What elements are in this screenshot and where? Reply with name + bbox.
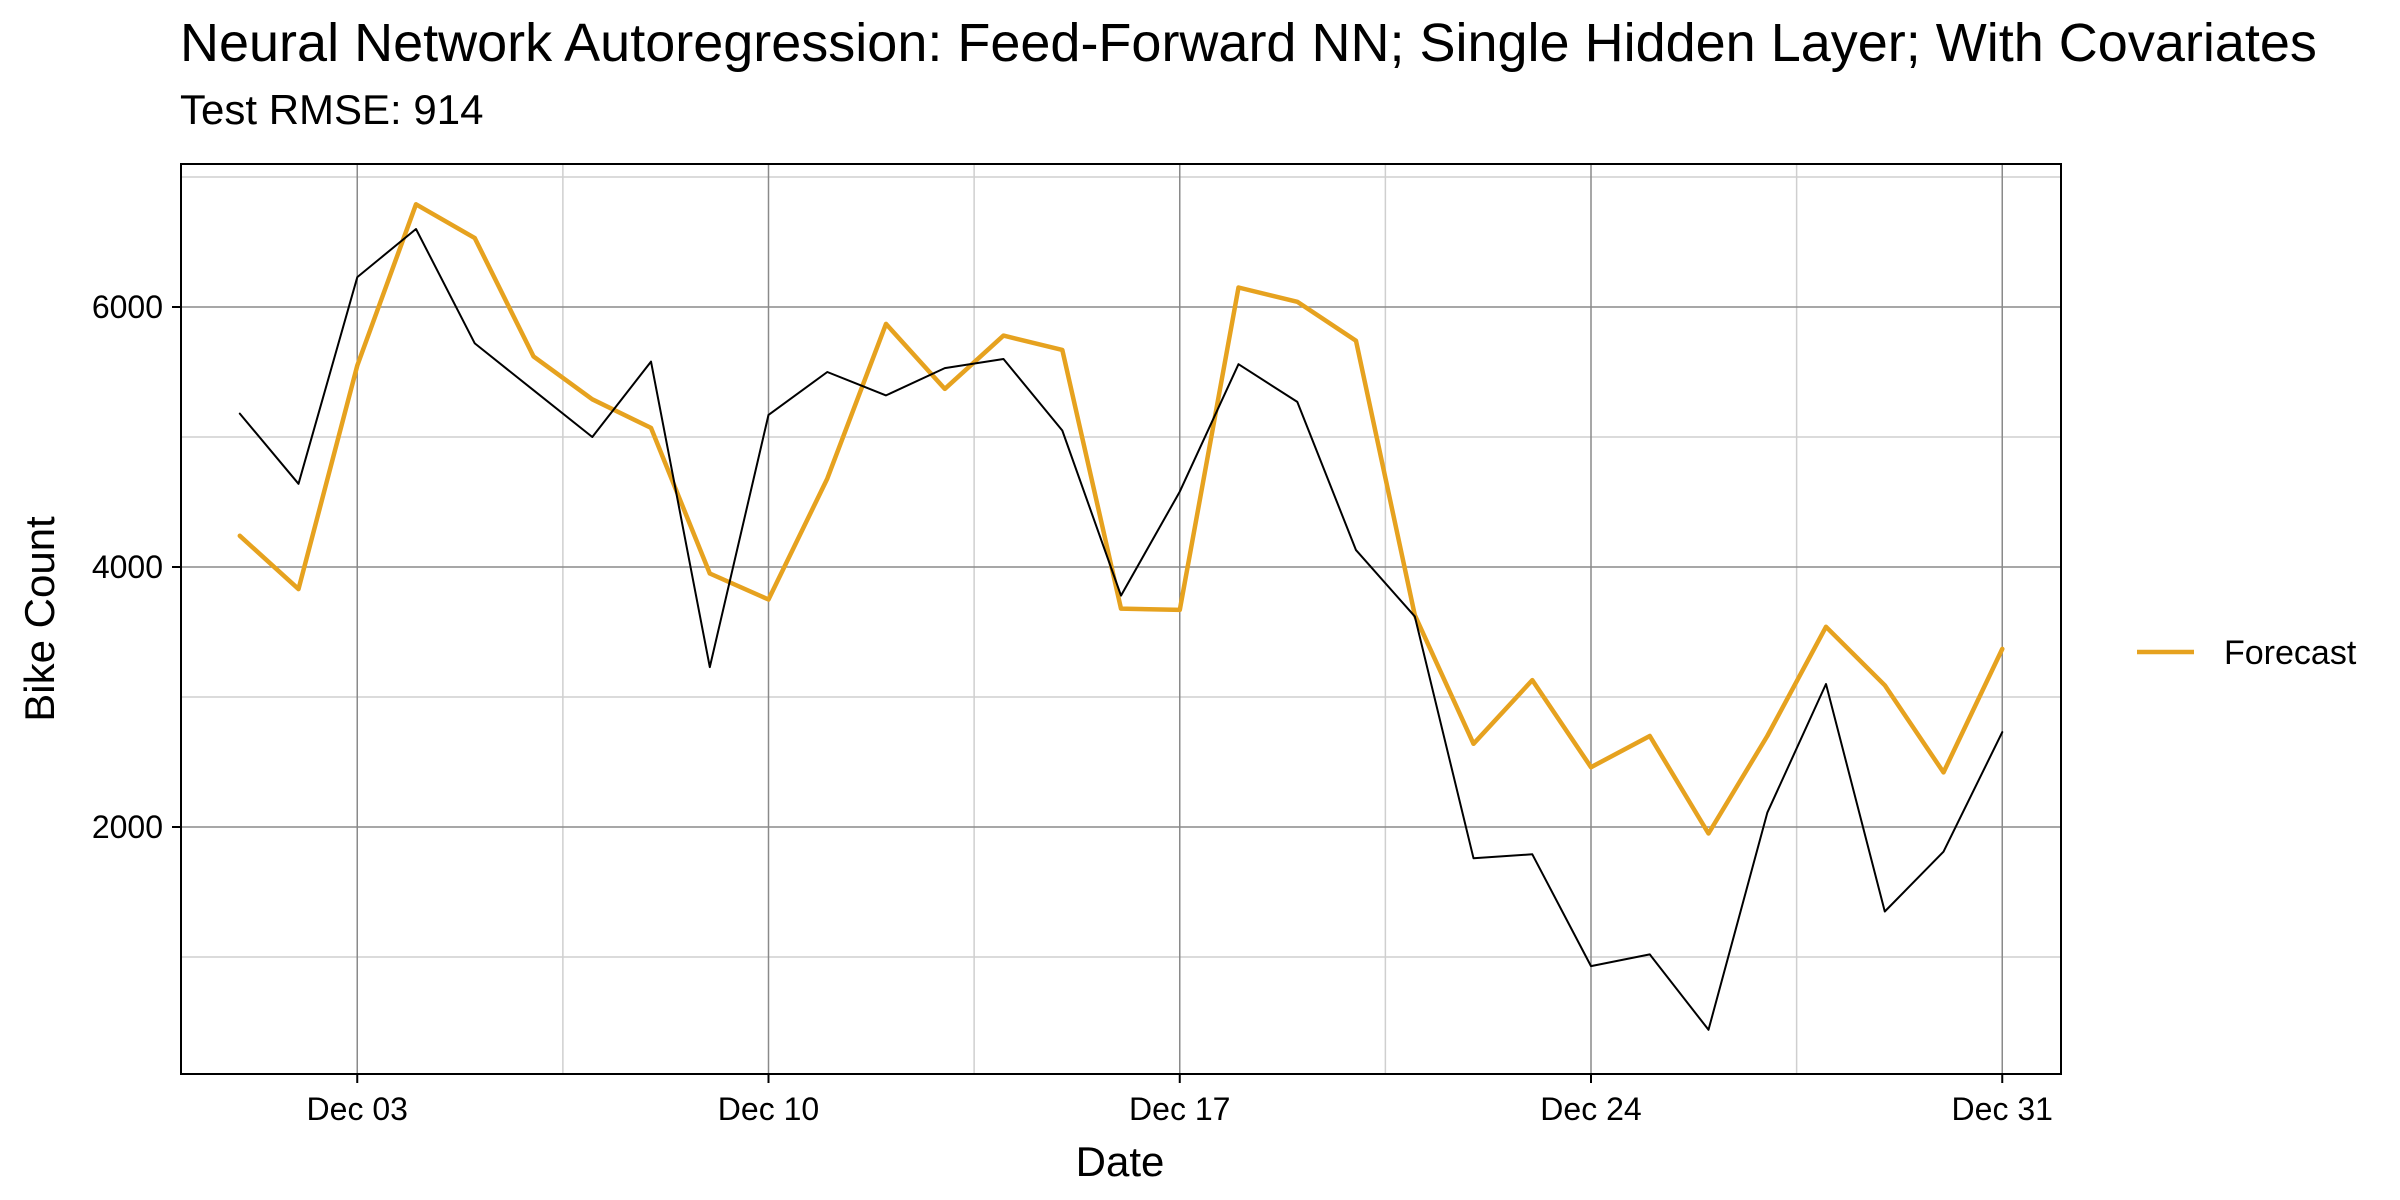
y-axis-ticks: 2000 4000 6000 — [92, 289, 181, 845]
y-axis-title: Bike Count — [16, 516, 63, 722]
series-line-forecast — [237, 202, 2005, 836]
chart-title: Neural Network Autoregression: Feed-Forw… — [180, 13, 2317, 73]
x-tick-label: Dec 03 — [307, 1091, 408, 1127]
legend: Forecast — [2137, 634, 2357, 672]
grid-lines — [181, 164, 2061, 1074]
y-tick-label: 6000 — [92, 289, 163, 325]
y-tick-label: 2000 — [92, 809, 163, 845]
x-tick-label: Dec 31 — [1952, 1091, 2053, 1127]
plot-panel-border — [180, 163, 2062, 1075]
x-axis-title: Date — [1076, 1138, 1165, 1185]
x-tick-label: Dec 24 — [1540, 1091, 1641, 1127]
series-line-actual — [238, 228, 2004, 1031]
x-tick-label: Dec 10 — [718, 1091, 819, 1127]
series-lines — [237, 202, 2005, 1031]
x-tick-label: Dec 17 — [1129, 1091, 1230, 1127]
x-axis-ticks: Dec 03 Dec 10 Dec 17 Dec 24 Dec 31 — [307, 1074, 2053, 1127]
legend-label-forecast: Forecast — [2224, 634, 2357, 672]
y-tick-label: 4000 — [92, 549, 163, 585]
chart-subtitle: Test RMSE: 914 — [180, 86, 484, 133]
